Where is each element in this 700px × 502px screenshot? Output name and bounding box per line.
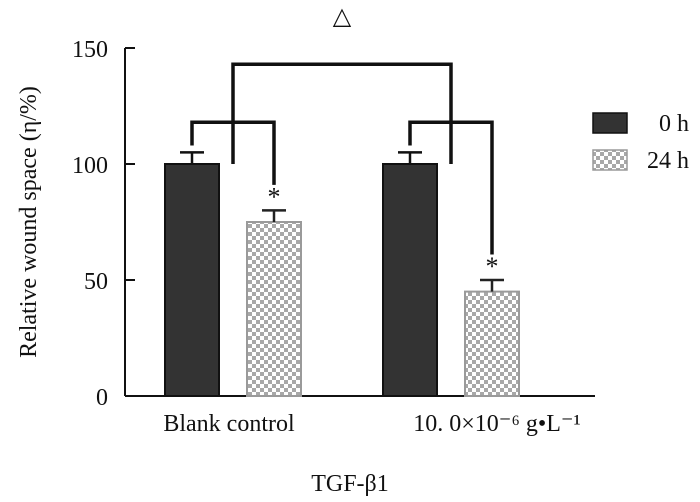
significance-star-tgf-dose-24h: * (486, 252, 499, 281)
category-label-blank-control: Blank control (163, 411, 295, 437)
legend-swatch-24h (592, 149, 628, 171)
legend: 0 h 24 h (592, 111, 689, 174)
bracket-between-groups (231, 62, 453, 164)
y-tick-label-0: 0 (96, 385, 108, 411)
bar-blank-control-0h (164, 163, 220, 397)
bar-tgf-dose-0h (382, 163, 438, 397)
y-tick-label-150: 150 (72, 37, 108, 63)
bar-blank-control-24h (246, 221, 302, 397)
y-tick-label-100: 100 (72, 153, 108, 179)
y-ticks: 0 50 100 150 (72, 37, 135, 411)
y-tick-label-50: 50 (84, 269, 108, 295)
bars: ** (164, 151, 520, 398)
legend-label-0h: 0 h (659, 111, 689, 137)
significance-brackets: △ (190, 4, 494, 255)
legend-label-24h: 24 h (647, 148, 689, 174)
x-axis-label: TGF-β1 (311, 471, 389, 497)
group-comparison-marker: △ (333, 4, 352, 30)
bar-tgf-dose-24h (464, 290, 520, 398)
significance-star-blank-control-24h: * (268, 182, 281, 211)
legend-swatch-0h (592, 112, 628, 134)
y-axis-label: Relative wound space (η/%) (16, 86, 42, 358)
category-label-tgf-dose: 10. 0×10⁻⁶ g•L⁻¹ (413, 411, 581, 437)
